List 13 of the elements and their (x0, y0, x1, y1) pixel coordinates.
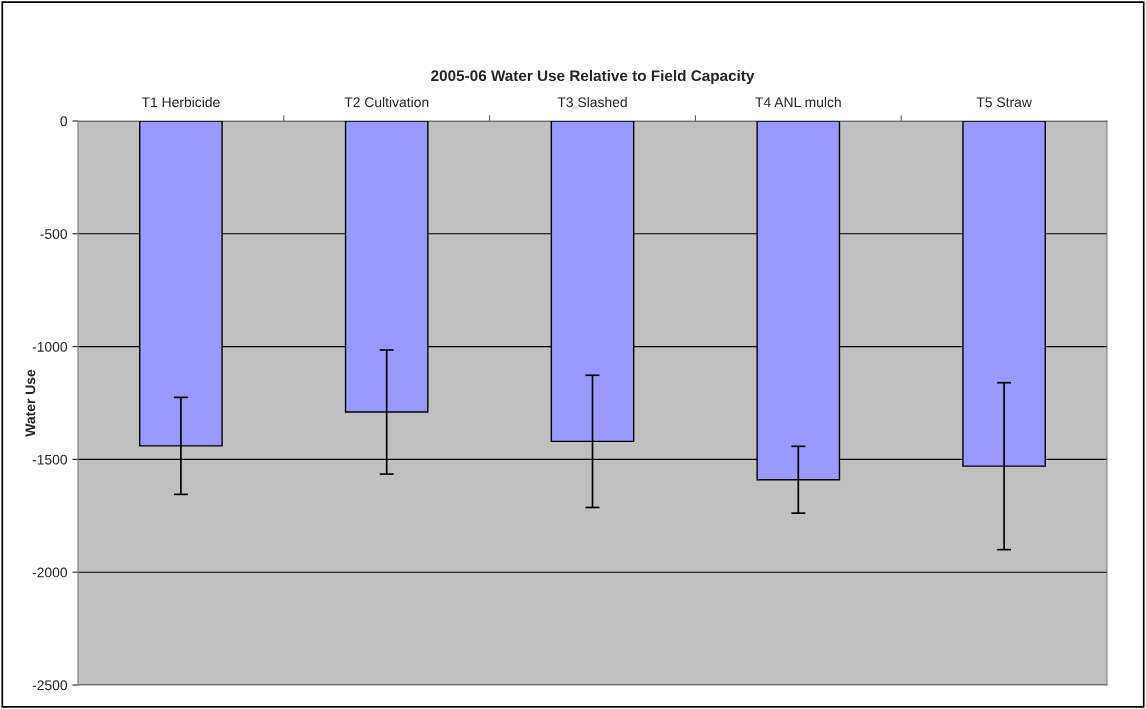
x-tick-label: T4 ANL mulch (755, 96, 841, 108)
y-tick-label: 0 (60, 116, 68, 127)
x-tick-label: T2 Cultivation (344, 96, 429, 108)
x-tick-label: T5 Straw (976, 97, 1032, 108)
x-tick-label: T1 Herbicide (141, 96, 220, 108)
y-tick-label: -2500 (32, 680, 68, 691)
y-tick-label: -1500 (32, 454, 68, 465)
y-tick-label: -1000 (32, 341, 68, 352)
y-tick-label: -2000 (32, 567, 68, 578)
chart-title: 2005-06 Water Use Relative to Field Capacity (431, 69, 755, 85)
x-tick-label: T3 Slashed (557, 96, 627, 108)
y-tick-label: -500 (40, 229, 68, 239)
y-axis-title: Water Use (25, 369, 36, 437)
